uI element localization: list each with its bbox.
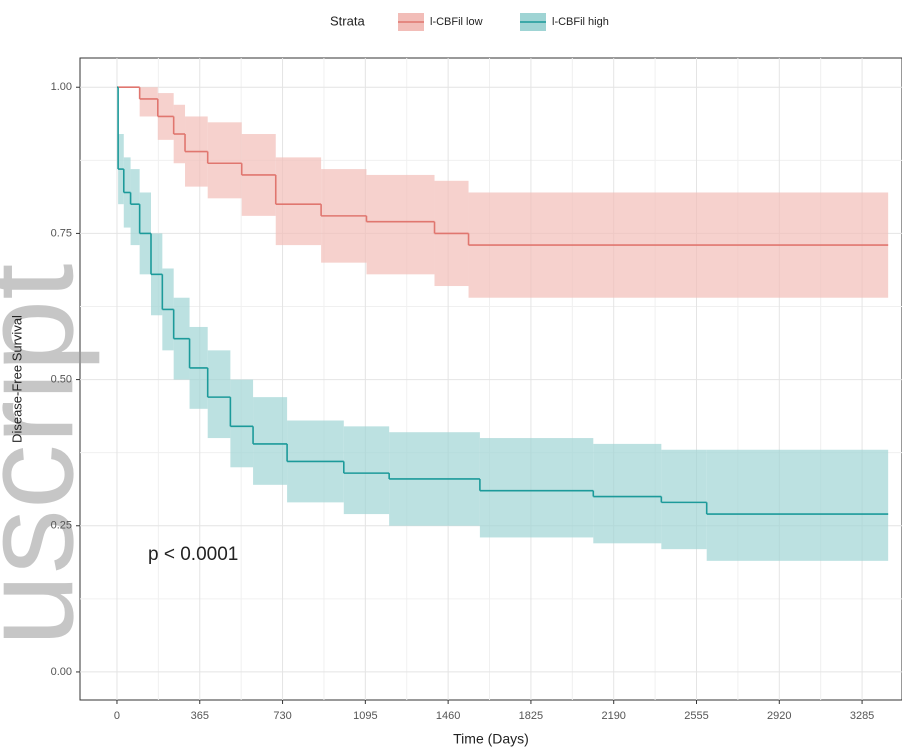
x-tick-label: 365: [191, 710, 209, 722]
confidence-band: [593, 443, 662, 544]
y-tick-label: 0.50: [51, 373, 72, 385]
legend-label: l-CBFil low: [430, 16, 483, 28]
x-tick-label: 2190: [601, 710, 625, 722]
confidence-band: [275, 157, 322, 246]
x-tick-label: 2920: [767, 710, 791, 722]
y-tick-label: 1.00: [51, 81, 72, 93]
confidence-band: [139, 87, 158, 117]
y-tick-label: 0.25: [51, 520, 72, 532]
confidence-band: [130, 169, 140, 246]
watermark: uscript: [0, 264, 100, 647]
confidence-band: [230, 379, 254, 468]
y-tick-label: 0.00: [51, 666, 72, 678]
confidence-band: [343, 426, 390, 515]
confidence-band: [207, 350, 231, 439]
x-tick-label: 1095: [353, 710, 377, 722]
x-axis-label: Time (Days): [453, 731, 529, 747]
confidence-band: [253, 397, 288, 485]
annotation: p < 0.0001: [148, 544, 238, 565]
x-tick-label: 3285: [850, 710, 874, 722]
y-axis-label: Disease-Free Survival: [9, 315, 24, 443]
x-tick-label: 2555: [684, 710, 708, 722]
confidence-band: [661, 449, 707, 550]
confidence-band: [706, 449, 889, 561]
x-tick-label: 1825: [519, 710, 543, 722]
confidence-band: [207, 122, 242, 199]
confidence-band: [479, 438, 594, 538]
legend-title: Strata: [330, 13, 365, 28]
legend-label: l-CBFil high: [552, 16, 609, 28]
confidence-band: [366, 174, 435, 275]
x-tick-label: 0: [114, 710, 120, 722]
x-tick-label: 1460: [436, 710, 460, 722]
y-tick-label: 0.75: [51, 227, 72, 239]
x-tick-label: 730: [273, 710, 291, 722]
